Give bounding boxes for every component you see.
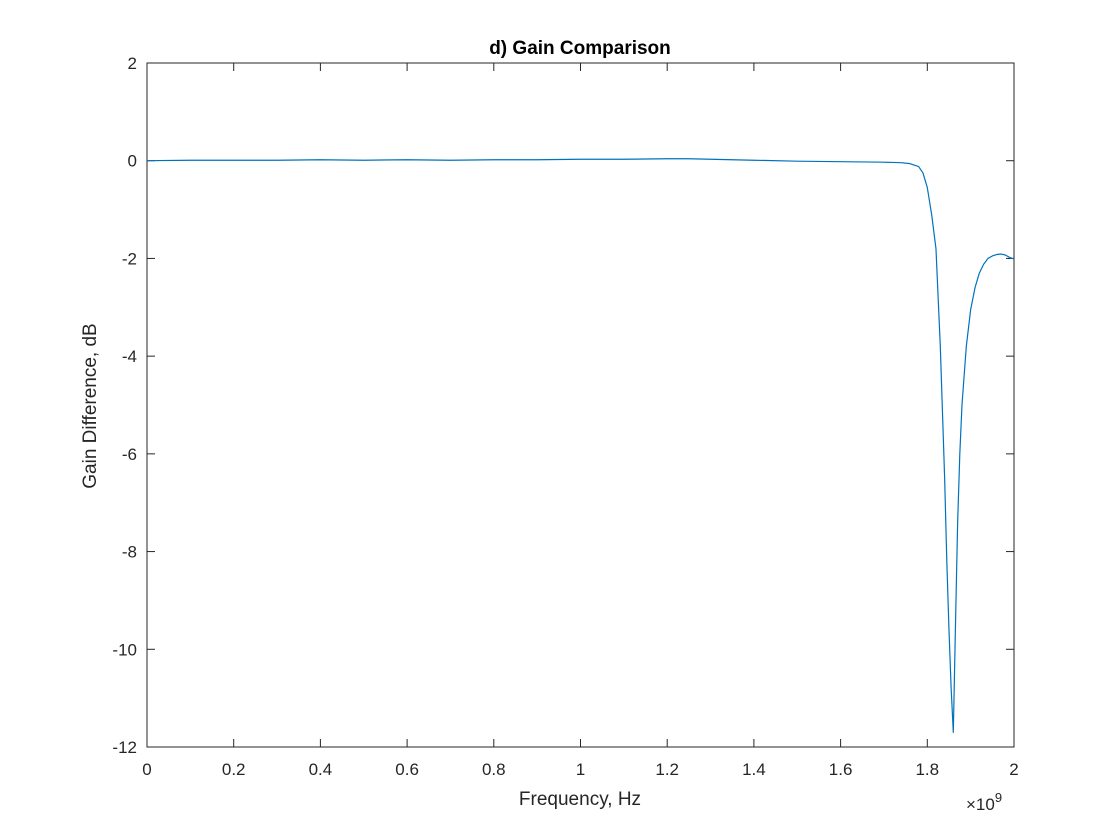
x-tick-label: 0.2 xyxy=(222,760,246,779)
series-line xyxy=(146,158,1015,733)
x-tick-label: 1.4 xyxy=(742,760,766,779)
y-tick-label: -8 xyxy=(122,543,137,562)
exponent-base: ×10 xyxy=(966,795,995,814)
y-tick-label: -2 xyxy=(122,249,137,268)
x-axis-exponent-label: ×109 xyxy=(966,790,1002,814)
y-tick-label: -12 xyxy=(112,738,137,757)
axes-box xyxy=(146,62,1015,748)
x-tick-label: 1.6 xyxy=(829,760,853,779)
y-axis-label: Gain Difference, dB xyxy=(80,323,101,488)
y-tick-label: -10 xyxy=(112,640,137,659)
x-tick-label: 1.8 xyxy=(915,760,939,779)
y-tick-label: -6 xyxy=(122,445,137,464)
x-tick-label: 1.2 xyxy=(655,760,679,779)
y-tick-label: -4 xyxy=(122,347,137,366)
x-tick-label: 0.4 xyxy=(309,760,333,779)
chart-title: d) Gain Comparison xyxy=(489,38,671,59)
x-tick-label: 2 xyxy=(1009,760,1018,779)
x-tick-label: 0 xyxy=(142,760,151,779)
plot-area: 0 0.2 0.4 0.6 0.8 1 1.2 1.4 1.6 1.8 2 2 0 -2 -4 -6 -8 -10… xyxy=(112,54,1018,779)
x-tick-label: 1 xyxy=(576,760,585,779)
y-tick-label: 0 xyxy=(128,152,137,171)
exponent-power: 9 xyxy=(995,790,1002,805)
x-axis-label: Frequency, Hz xyxy=(519,789,641,810)
y-tick-label: 2 xyxy=(128,54,137,73)
x-tick-label: 0.8 xyxy=(482,760,506,779)
x-tick-label: 0.6 xyxy=(395,760,419,779)
